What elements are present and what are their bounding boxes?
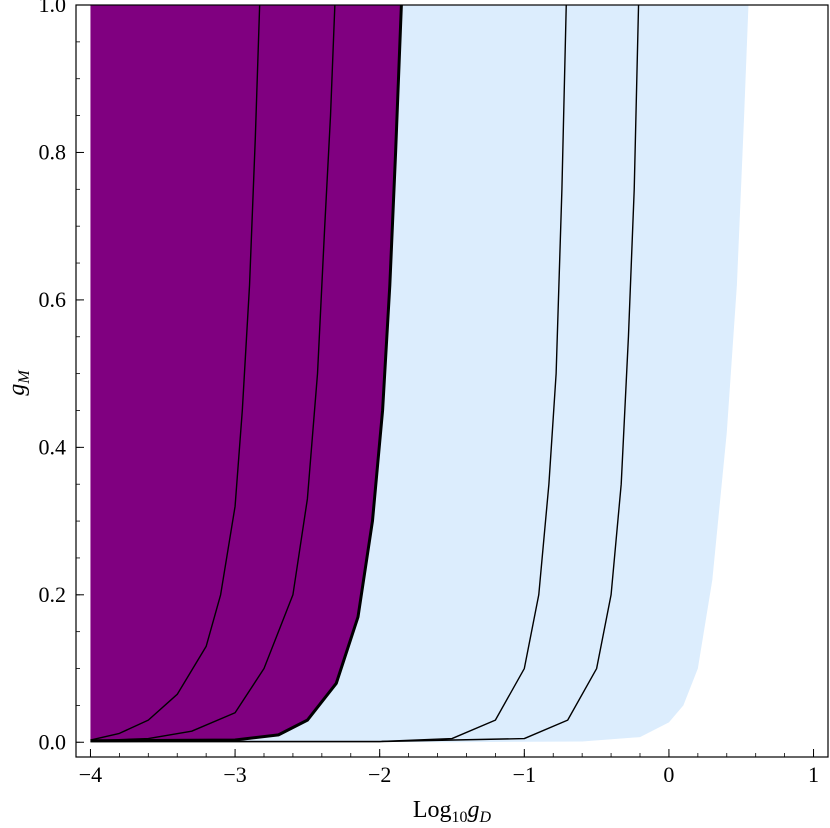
y-tick-label: 0.0 xyxy=(39,729,67,754)
region-1-purple-region xyxy=(90,5,402,741)
x-axis-title-variable-subscript: D xyxy=(479,809,492,826)
curve-c3 xyxy=(90,5,567,743)
curve-c4 xyxy=(90,5,640,743)
y-axis-ticks: 0.0 0.2 0.4 0.6 0.8 1.0 xyxy=(39,0,84,754)
x-axis-title-subscript: 10 xyxy=(452,809,468,826)
y-tick-label: 1.0 xyxy=(39,0,67,17)
curve-c1 xyxy=(90,5,261,741)
x-tick-label: −2 xyxy=(368,762,391,787)
x-tick-label: 1 xyxy=(808,762,819,787)
x-tick-label: −1 xyxy=(513,762,536,787)
x-tick-label: 0 xyxy=(663,762,674,787)
y-axis-title-subscript: M xyxy=(16,369,33,385)
y-tick-label: 0.8 xyxy=(39,139,67,164)
y-tick-label: 0.2 xyxy=(39,582,67,607)
x-axis-title-base: Log xyxy=(413,797,452,823)
contour-curves xyxy=(90,5,640,743)
y-tick-label: 0.6 xyxy=(39,287,67,312)
y-axis-title: gM xyxy=(4,369,33,396)
x-axis-title: Log10gD xyxy=(413,797,492,826)
x-axis-title-variable: g xyxy=(468,797,480,823)
region-2-blue-region xyxy=(90,5,749,743)
x-tick-label: −4 xyxy=(79,762,102,787)
plot-frame xyxy=(75,4,829,758)
y-tick-label: 0.4 xyxy=(39,434,67,459)
x-axis-ticks: −4 −3 −2 −1 0 1 xyxy=(79,749,819,787)
y-axis-title-variable: g xyxy=(4,384,30,396)
curve-c-boundary xyxy=(90,5,403,743)
curve-c2 xyxy=(90,5,336,742)
filled-regions xyxy=(90,5,749,743)
x-tick-label: −3 xyxy=(223,762,246,787)
